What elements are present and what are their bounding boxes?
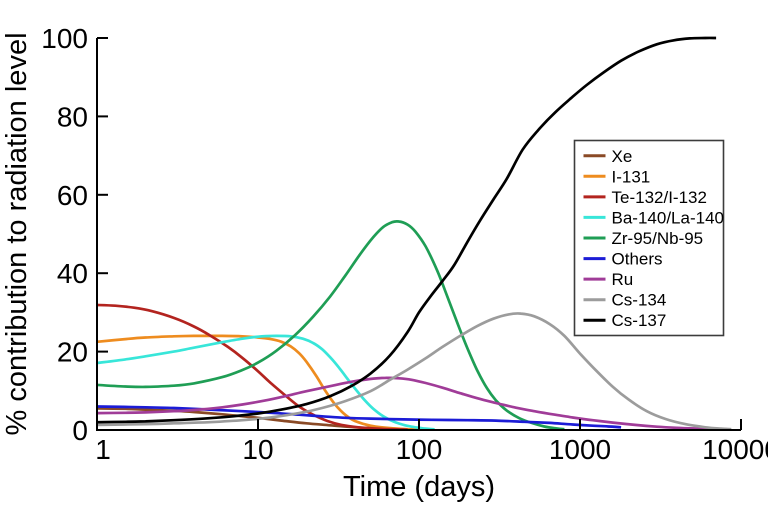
legend-label: Zr-95/Nb-95: [612, 229, 704, 248]
legend-label: Cs-134: [612, 291, 667, 310]
legend-item-te-132-i-132: Te-132/I-132: [583, 188, 707, 207]
series-line-ba-140-la-140: [96, 334, 435, 431]
legend-label: Cs-137: [612, 311, 667, 330]
legend-label: Te-132/I-132: [612, 188, 707, 207]
y-tick-label-40: 40: [57, 258, 88, 289]
legend-item-i-131: I-131: [583, 167, 651, 186]
legend-item-cs-134: Cs-134: [583, 291, 667, 310]
y-tick-label-80: 80: [57, 101, 88, 132]
series-line-ru: [96, 376, 728, 431]
x-tick-label-1: 1: [95, 434, 111, 465]
series-line-te-132-i-132: [96, 303, 408, 431]
legend-item-ba-140-la-140: Ba-140/La-140: [583, 208, 724, 227]
y-axis-label: % contribution to radiation level: [1, 32, 33, 435]
series-line-cs-134: [96, 312, 732, 431]
x-tick-label-100: 100: [396, 434, 443, 465]
legend-label: Others: [612, 250, 663, 269]
legend-item-ru: Ru: [583, 270, 634, 289]
x-tick-label-1000: 1000: [549, 434, 611, 465]
legend-item-zr-95-nb-95: Zr-95/Nb-95: [583, 229, 704, 248]
y-tick-label-20: 20: [57, 337, 88, 368]
legend-item-cs-137: Cs-137: [583, 311, 667, 330]
legend-item-xe: Xe: [583, 147, 633, 166]
series-line-i-131: [96, 334, 420, 431]
y-ticks: 0 20 40 60 80 100: [41, 23, 108, 446]
series-line-cs-137: [96, 36, 717, 424]
x-tick-label-10: 10: [242, 434, 273, 465]
x-axis-label: Time (days): [343, 471, 495, 503]
legend-item-others: Others: [583, 250, 663, 269]
legend-label: Xe: [612, 147, 633, 166]
legend-label: I-131: [612, 167, 651, 186]
y-tick-label-0: 0: [72, 415, 88, 446]
y-tick-label-60: 60: [57, 180, 88, 211]
series-lines: [96, 36, 732, 431]
series-line-others: [96, 405, 622, 429]
y-tick-label-100: 100: [41, 23, 88, 54]
legend-label: Ba-140/La-140: [612, 208, 724, 227]
legend-label: Ru: [612, 270, 634, 289]
